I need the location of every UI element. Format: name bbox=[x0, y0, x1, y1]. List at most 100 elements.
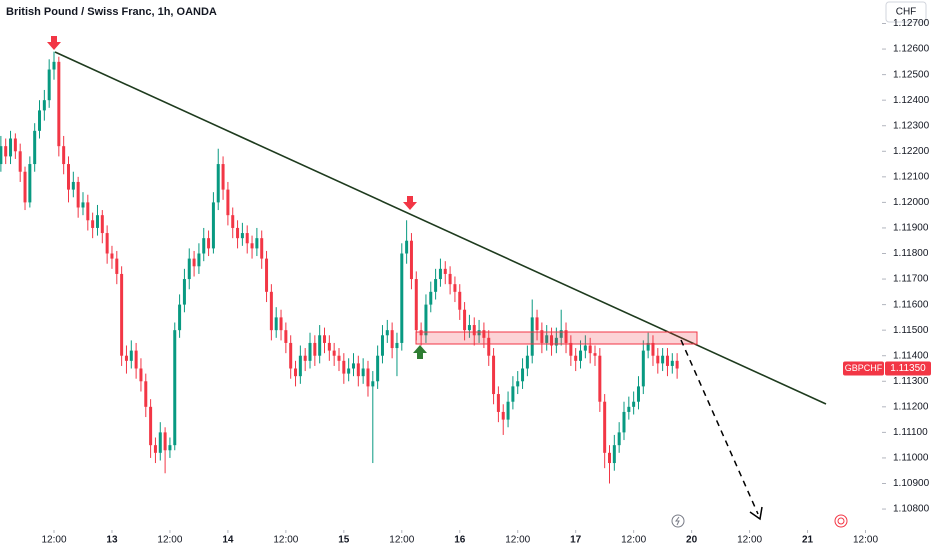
y-tick-label: 1.10800 bbox=[893, 504, 930, 515]
candle-body bbox=[250, 243, 254, 249]
candle-body bbox=[105, 233, 109, 254]
candle-body bbox=[153, 445, 157, 453]
x-tick-label: 16 bbox=[454, 535, 466, 546]
candle-body bbox=[656, 355, 660, 364]
candle-body bbox=[0, 146, 3, 165]
candle-body bbox=[409, 240, 413, 280]
x-tick-label: 14 bbox=[222, 535, 234, 546]
y-tick-label: 1.11900 bbox=[893, 223, 929, 234]
candle-body bbox=[124, 355, 128, 361]
x-tick-label: 17 bbox=[570, 535, 582, 546]
y-tick-label: 1.10900 bbox=[893, 478, 930, 489]
resistance-zone bbox=[415, 331, 698, 345]
candle-body bbox=[187, 258, 191, 280]
symbol-tag bbox=[843, 361, 884, 376]
y-tick-label: 1.12700 bbox=[893, 18, 930, 29]
y-tick-label: 1.11000 bbox=[893, 453, 929, 464]
candle-body bbox=[42, 100, 46, 111]
candle-body bbox=[588, 345, 592, 354]
currency-box[interactable] bbox=[885, 1, 927, 23]
candle-body bbox=[632, 401, 636, 407]
y-tick-label: 1.11300 bbox=[893, 376, 929, 387]
candle-body bbox=[472, 325, 476, 336]
candle-body bbox=[670, 360, 674, 366]
candle-body bbox=[129, 350, 133, 361]
y-tick-label: 1.12500 bbox=[893, 69, 930, 80]
projection-arrow bbox=[680, 339, 759, 515]
candle-body bbox=[144, 381, 148, 407]
candle-body bbox=[62, 146, 66, 165]
candle-body bbox=[192, 258, 196, 267]
y-tick-label: 1.12600 bbox=[893, 44, 930, 55]
x-tick-label: 12:00 bbox=[389, 535, 414, 546]
event-icon[interactable] bbox=[671, 514, 685, 528]
candle-body bbox=[269, 291, 273, 331]
candle-body bbox=[665, 355, 669, 366]
candle-body bbox=[593, 353, 597, 356]
x-tick-label: 12:00 bbox=[853, 535, 878, 546]
down-arrow bbox=[47, 36, 61, 50]
x-tick-label: 12:00 bbox=[157, 535, 182, 546]
candle-body bbox=[231, 215, 235, 228]
candle-body bbox=[501, 411, 505, 420]
candle-body bbox=[366, 368, 370, 387]
y-tick-label: 1.11100 bbox=[893, 427, 928, 438]
candle-body bbox=[221, 164, 225, 190]
candle-body bbox=[13, 138, 17, 152]
candle-body bbox=[390, 330, 394, 349]
currency: CHF bbox=[896, 7, 917, 18]
candle-body bbox=[33, 130, 37, 165]
candle-body bbox=[4, 146, 8, 157]
candle-body bbox=[651, 342, 655, 356]
candle-body bbox=[120, 273, 124, 356]
candle-body bbox=[525, 355, 529, 369]
candle-body bbox=[207, 238, 211, 249]
candle-body bbox=[569, 342, 573, 356]
up-arrow bbox=[413, 345, 427, 359]
candle-body bbox=[467, 325, 471, 331]
chart-title: British Pound / Swiss Franc, 1h, OANDA bbox=[6, 6, 217, 18]
candle-body bbox=[458, 291, 462, 310]
price-tag bbox=[885, 361, 931, 376]
candle-body bbox=[545, 335, 549, 343]
y-tick-label: 1.12300 bbox=[893, 120, 930, 131]
candle-body bbox=[197, 253, 201, 267]
x-tick-label: 12:00 bbox=[41, 535, 66, 546]
y-tick-label: 1.11700 bbox=[893, 274, 929, 285]
candle-body bbox=[139, 368, 143, 382]
candle-body bbox=[158, 432, 162, 453]
candle-body bbox=[216, 164, 220, 203]
candle-body bbox=[47, 69, 51, 101]
candle-body bbox=[564, 330, 568, 343]
candle-body bbox=[574, 355, 578, 361]
y-tick-label: 1.11400 bbox=[893, 350, 929, 361]
candle-body bbox=[337, 355, 341, 361]
candle-body bbox=[424, 304, 428, 336]
candle-body bbox=[429, 291, 433, 305]
flag-icon[interactable] bbox=[834, 514, 848, 528]
y-tick-label: 1.11500 bbox=[893, 325, 929, 336]
candle-body bbox=[168, 445, 172, 451]
drawings bbox=[47, 36, 827, 521]
candle-body bbox=[627, 406, 631, 412]
candle-body bbox=[607, 452, 611, 464]
price-label: 1.11350 bbox=[890, 363, 926, 374]
candle-body bbox=[380, 335, 384, 356]
y-tick-label: 1.12000 bbox=[893, 197, 930, 208]
candle-body bbox=[540, 330, 544, 343]
x-tick-label: 21 bbox=[802, 535, 814, 546]
candle-body bbox=[308, 342, 312, 361]
x-tick-label: 15 bbox=[338, 535, 350, 546]
y-tick-label: 1.12100 bbox=[893, 171, 930, 182]
x-tick-label: 20 bbox=[686, 535, 698, 546]
candle-body bbox=[284, 330, 288, 343]
candle-body bbox=[583, 345, 587, 351]
y-tick-label: 1.11600 bbox=[893, 299, 929, 310]
candle-body bbox=[521, 368, 525, 382]
x-tick-label: 12:00 bbox=[505, 535, 530, 546]
candle-body bbox=[530, 317, 534, 356]
candle-body bbox=[434, 279, 438, 292]
candle-body bbox=[463, 309, 467, 331]
candle-body bbox=[298, 355, 302, 377]
